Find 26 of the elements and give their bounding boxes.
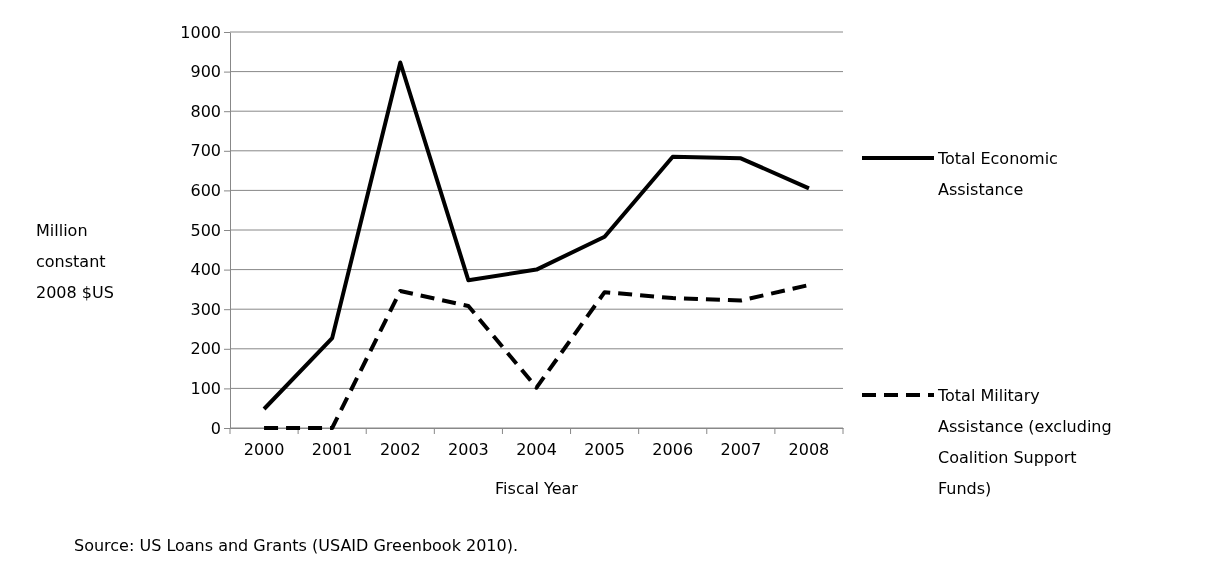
line-series bbox=[262, 60, 811, 411]
legend-label: Total Military Assistance (excluding Coalition Support Funds) bbox=[937, 386, 1112, 498]
x-tick-label: 2001 bbox=[311, 440, 353, 460]
x-tick-label: 2006 bbox=[652, 440, 694, 460]
y-tick-label: 700 bbox=[190, 141, 221, 161]
legend-label: Total Economic Assistance bbox=[937, 149, 1058, 199]
y-tick-label: 800 bbox=[190, 101, 221, 121]
y-tick-label: 400 bbox=[190, 260, 221, 280]
y-axis-title: Million constant 2008 $US bbox=[36, 221, 114, 302]
x-tick-label: 2007 bbox=[720, 440, 762, 460]
x-tick-label: 2000 bbox=[243, 440, 285, 460]
y-tick-label: 500 bbox=[190, 220, 221, 240]
y-tick-label: 300 bbox=[190, 299, 221, 319]
y-tick-label: 900 bbox=[190, 62, 221, 82]
source-note: Source: US Loans and Grants (USAID Greenbook 2010). bbox=[74, 536, 519, 555]
y-tick-label: 200 bbox=[190, 339, 221, 359]
y-tick-label: 0 bbox=[210, 418, 221, 438]
x-tick-label: 2008 bbox=[788, 440, 830, 460]
x-tick-label: 2005 bbox=[584, 440, 625, 460]
y-tick-label: 100 bbox=[190, 379, 221, 399]
y-tick-label: 600 bbox=[190, 181, 221, 201]
y-tick-label: 1000 bbox=[180, 22, 221, 42]
x-tick-label: 2003 bbox=[448, 440, 489, 460]
x-tick-label: 2004 bbox=[516, 440, 557, 460]
x-tick-label: 2002 bbox=[379, 440, 421, 460]
x-axis-title: Fiscal Year bbox=[495, 479, 579, 498]
